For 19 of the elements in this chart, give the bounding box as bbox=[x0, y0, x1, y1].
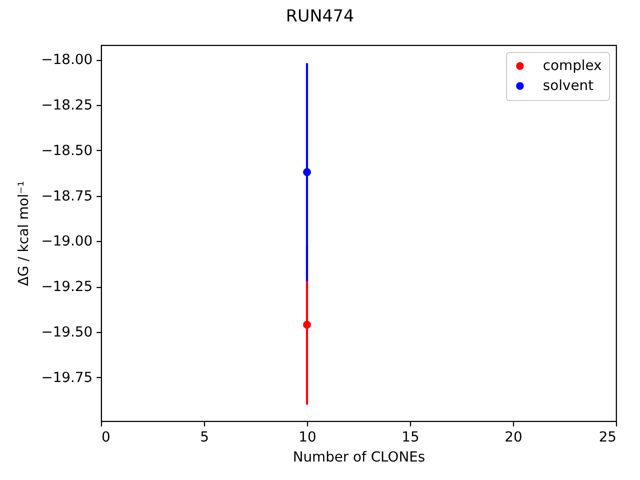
x-tick-label: 25 bbox=[598, 429, 616, 446]
x-tick-label: 5 bbox=[200, 429, 209, 446]
x-tick-label: 15 bbox=[402, 429, 420, 446]
y-tick-label: −18.25 bbox=[41, 97, 93, 114]
x-tick-label: 0 bbox=[102, 429, 110, 446]
y-tick-label: −19.75 bbox=[41, 370, 93, 386]
x-tick-label: 20 bbox=[504, 429, 522, 446]
legend-label: solvent bbox=[542, 78, 594, 94]
legend-label: complex bbox=[542, 58, 602, 74]
y-axis-title: ΔG / kcal mol⁻¹ bbox=[16, 180, 32, 286]
y-tick-label: −18.75 bbox=[41, 188, 93, 204]
y-tick-label: −19.50 bbox=[41, 324, 93, 340]
y-tick-label: −19.25 bbox=[41, 279, 93, 296]
x-axis-title: Number of CLONEs bbox=[292, 449, 426, 466]
y-tick-label: −19.00 bbox=[41, 234, 93, 250]
y-tick-label: −18.00 bbox=[41, 52, 93, 68]
y-tick-label: −18.50 bbox=[41, 142, 93, 159]
chart-title: RUN474 bbox=[286, 5, 354, 26]
x-tick-label: 10 bbox=[298, 429, 316, 446]
